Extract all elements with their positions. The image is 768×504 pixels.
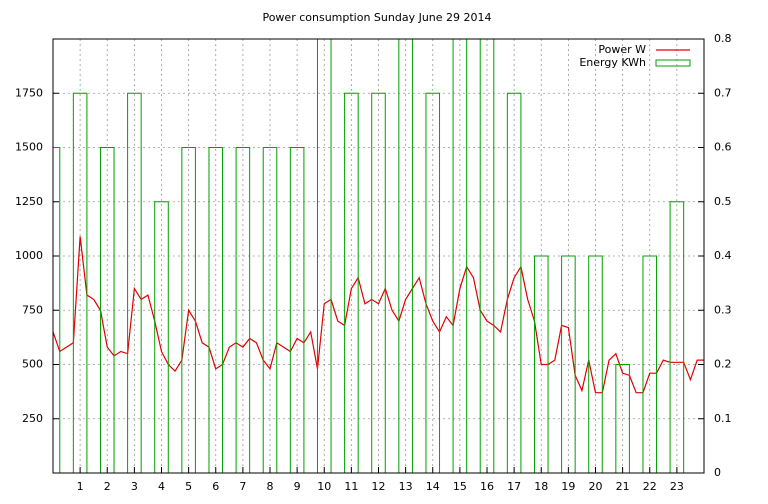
energy-bar [316,39,332,473]
energy-bar [506,92,522,473]
y-tick-label: 1000 [15,249,43,262]
legend-swatch [655,59,691,67]
y2-tick-label: 0.2 [714,358,732,371]
energy-bar [289,147,305,473]
x-tick-label: 6 [212,480,219,493]
power-line [53,236,704,394]
y2-tick-label: 0.3 [714,303,732,316]
energy-bar [371,92,386,473]
y2-tick-label: 0.8 [714,32,732,45]
x-tick-label: 20 [589,480,603,493]
x-tick-label: 8 [267,480,274,493]
chart-title: Power consumption Sunday June 29 2014 [262,11,491,24]
plot-border [52,38,705,474]
energy-bar [452,39,468,473]
x-tick-label: 18 [534,480,548,493]
plot-area [53,39,704,473]
x-tick-label: 5 [185,480,192,493]
energy-bar [181,147,196,473]
x-tick-label: 12 [372,480,386,493]
energy-bar [53,147,61,473]
y-tick-label: 250 [22,412,43,425]
y2-tick-label: 0.7 [714,86,732,99]
x-tick-label: 3 [131,480,138,493]
y2-tick-label: 0 [714,466,721,479]
energy-bar [208,147,224,473]
energy-bar [425,92,441,473]
x-tick-label: 9 [294,480,301,493]
x-tick-label: 11 [344,480,358,493]
x-tick-label: 19 [561,480,575,493]
x-tick-label: 21 [616,480,630,493]
y2-tick-label: 0.6 [714,141,732,154]
y-tick-label: 1250 [15,195,43,208]
x-tick-label: 22 [643,480,657,493]
y-tick-label: 1750 [15,86,43,99]
x-tick-label: 2 [104,480,111,493]
energy-bar [154,201,169,473]
energy-bar [642,255,658,473]
energy-bar [533,255,549,473]
y2-tick-label: 0.1 [714,412,732,425]
x-tick-label: 4 [158,480,165,493]
energy-bar [479,39,495,473]
energy-bar [262,147,278,473]
energy-bar [99,147,115,473]
x-tick-label: 16 [480,480,494,493]
x-tick-label: 14 [426,480,440,493]
energy-bar [235,147,251,473]
y2-tick-label: 0.4 [714,249,732,262]
y-tick-label: 750 [22,303,43,316]
legend-label: Power W [598,43,646,56]
x-tick-label: 7 [239,480,246,493]
x-tick-label: 15 [453,480,467,493]
energy-bar [588,255,603,473]
y-tick-label: 1500 [15,141,43,154]
x-tick-label: 10 [317,480,331,493]
energy-bar [615,364,630,473]
energy-bar [398,39,413,473]
x-tick-label: 13 [399,480,413,493]
y-tick-label: 500 [22,358,43,371]
y2-tick-label: 0.5 [714,195,732,208]
x-tick-label: 23 [670,480,684,493]
x-tick-label: 17 [507,480,521,493]
energy-bar [669,201,685,473]
energy-bar [127,92,142,473]
energy-bar [561,255,576,473]
legend-label: Energy KWh [579,56,646,69]
x-tick-label: 1 [77,480,84,493]
energy-bar [72,92,88,473]
energy-bar [344,92,359,473]
